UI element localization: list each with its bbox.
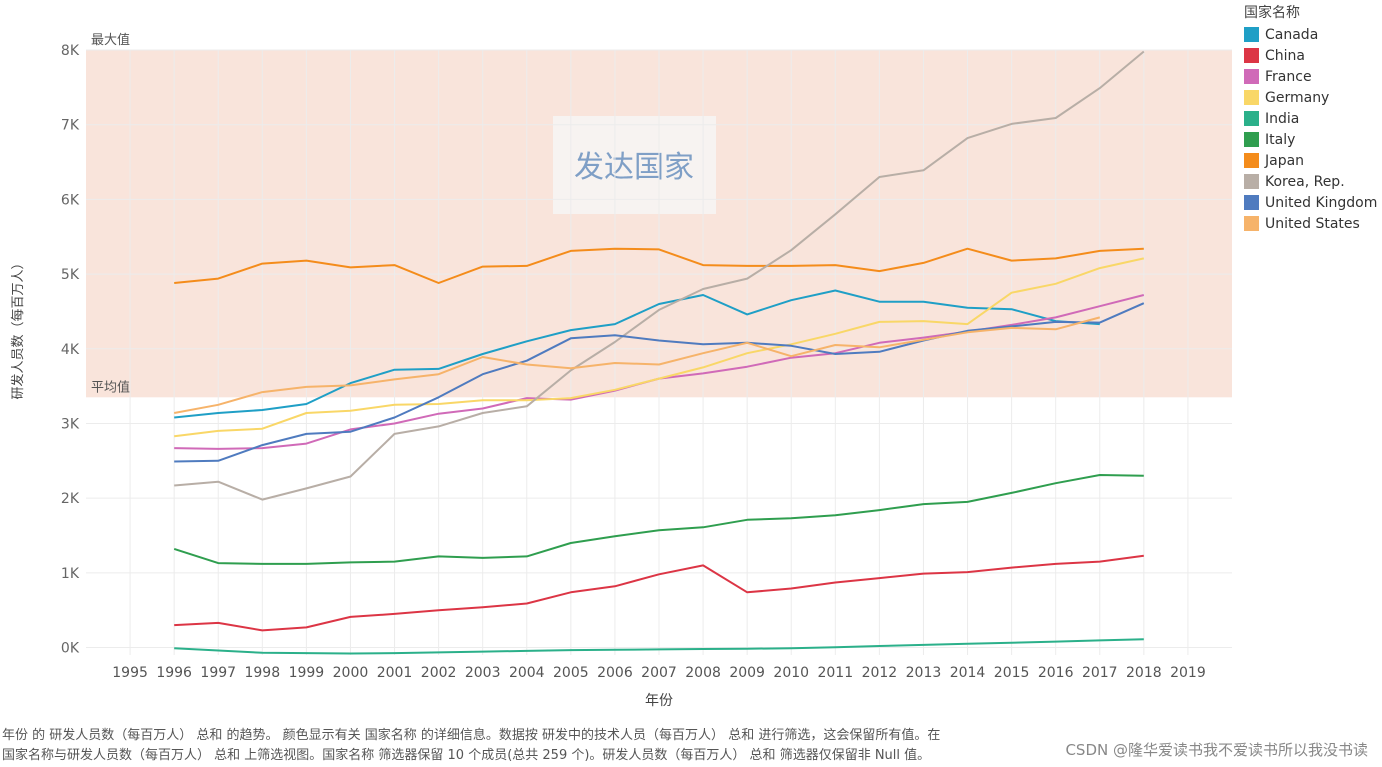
series-line-canada <box>174 289 1100 419</box>
y-tick-label: 7K <box>61 118 80 134</box>
legend-item[interactable]: United Kingdom <box>1238 192 1382 213</box>
series-line-korea-rep <box>174 50 1145 501</box>
y-tick-label: 8K <box>61 43 80 59</box>
y-tick-label: 3K <box>61 416 80 432</box>
legend-swatch <box>1244 216 1259 231</box>
legend-label: Korea, Rep. <box>1265 173 1345 190</box>
legend-swatch <box>1244 174 1259 189</box>
legend-item[interactable]: India <box>1238 108 1382 129</box>
y-axis-label: 研发人员数（每百万人） <box>10 256 26 399</box>
y-tick-label: 4K <box>61 342 80 358</box>
legend-swatch <box>1244 90 1259 105</box>
legend-swatch <box>1244 69 1259 84</box>
x-tick-label: 2005 <box>553 665 589 681</box>
x-tick-label: 2003 <box>465 665 501 681</box>
legend-swatch <box>1244 132 1259 147</box>
legend-label: China <box>1265 47 1305 64</box>
caption-line-1: 年份 的 研发人员数（每百万人） 总和 的趋势。 颜色显示有关 国家名称 的详细… <box>2 728 941 743</box>
y-tick-label: 1K <box>61 566 80 582</box>
legend-label: Germany <box>1265 89 1330 106</box>
series-layer <box>173 50 1145 655</box>
x-tick-label: 2002 <box>421 665 457 681</box>
band-max-label: 最大值 <box>91 32 130 48</box>
y-tick-label: 6K <box>61 192 80 208</box>
y-tick-label: 5K <box>61 267 80 283</box>
legend-label: India <box>1265 110 1300 127</box>
x-tick-label: 1997 <box>200 665 236 681</box>
axis-layer: 1995 1996 1997 1998 1999 2000 2001 2002 2003 2004… <box>61 43 1206 681</box>
legend-swatch <box>1244 48 1259 63</box>
x-tick-label: 2010 <box>773 665 809 681</box>
band-average-label: 平均值 <box>91 379 130 395</box>
legend-swatch <box>1244 111 1259 126</box>
x-tick-label: 1995 <box>112 665 148 681</box>
x-tick-label: 2013 <box>906 665 942 681</box>
x-axis-label: 年份 <box>645 693 673 709</box>
x-tick-label: 2012 <box>862 665 898 681</box>
legend: 国家名称 Canada China France Germany India Italy J… <box>1238 2 1382 234</box>
x-tick-label: 2014 <box>950 665 986 681</box>
legend-swatch <box>1244 195 1259 210</box>
caption-line-2: 国家名称与研发人员数（每百万人） 总和 上筛选视图。国家名称 筛选器保留 10 … <box>2 748 931 763</box>
annotation-text: 发达国家 <box>574 150 694 185</box>
x-tick-label: 2015 <box>994 665 1030 681</box>
legend-label: Canada <box>1265 26 1319 43</box>
x-tick-label: 2001 <box>377 665 413 681</box>
series-line-germany <box>174 257 1145 438</box>
legend-item[interactable]: France <box>1238 66 1382 87</box>
legend-item[interactable]: United States <box>1238 213 1382 234</box>
watermark: CSDN @隆华爱读书我不爱读书所以我没书读 <box>1065 741 1368 759</box>
legend-label: Japan <box>1265 152 1305 169</box>
x-tick-label: 2004 <box>509 665 545 681</box>
x-tick-label: 1998 <box>244 665 280 681</box>
legend-swatch <box>1244 153 1259 168</box>
y-tick-label: 0K <box>61 641 80 657</box>
x-tick-label: 2009 <box>729 665 765 681</box>
legend-item[interactable]: Canada <box>1238 24 1382 45</box>
series-line-united-states <box>174 316 1101 414</box>
annotation-box <box>553 116 716 214</box>
x-tick-label: 2006 <box>597 665 633 681</box>
legend-label: United Kingdom <box>1265 194 1378 211</box>
chart-caption: 年份 的 研发人员数（每百万人） 总和 的趋势。 颜色显示有关 国家名称 的详细… <box>2 726 1082 766</box>
legend-item[interactable]: Germany <box>1238 87 1382 108</box>
legend-item[interactable]: Japan <box>1238 150 1382 171</box>
legend-label: United States <box>1265 215 1360 232</box>
series-line-italy <box>173 474 1144 565</box>
legend-item[interactable]: Italy <box>1238 129 1382 150</box>
legend-item[interactable]: Korea, Rep. <box>1238 171 1382 192</box>
x-tick-label: 2000 <box>333 665 369 681</box>
x-tick-label: 1996 <box>156 665 192 681</box>
grid-layer <box>86 49 1232 655</box>
x-tick-label: 2011 <box>817 665 853 681</box>
legend-title: 国家名称 <box>1244 5 1300 21</box>
x-tick-label: 2016 <box>1038 665 1074 681</box>
series-line-united-kingdom <box>174 302 1145 463</box>
series-line-china <box>174 554 1144 632</box>
series-line-india <box>174 638 1144 655</box>
x-tick-label: 1999 <box>289 665 325 681</box>
legend-label: Italy <box>1265 131 1296 148</box>
legend-label: France <box>1265 68 1312 85</box>
series-line-japan <box>174 247 1144 284</box>
x-tick-label: 2019 <box>1170 665 1206 681</box>
legend-items: Canada China France Germany India Italy Japan K… <box>1238 24 1382 234</box>
y-tick-label: 2K <box>61 491 80 507</box>
x-tick-label: 2007 <box>641 665 677 681</box>
x-tick-label: 2008 <box>685 665 721 681</box>
legend-swatch <box>1244 27 1259 42</box>
x-tick-label: 2017 <box>1082 665 1118 681</box>
x-tick-label: 2018 <box>1126 665 1162 681</box>
legend-item[interactable]: China <box>1238 45 1382 66</box>
